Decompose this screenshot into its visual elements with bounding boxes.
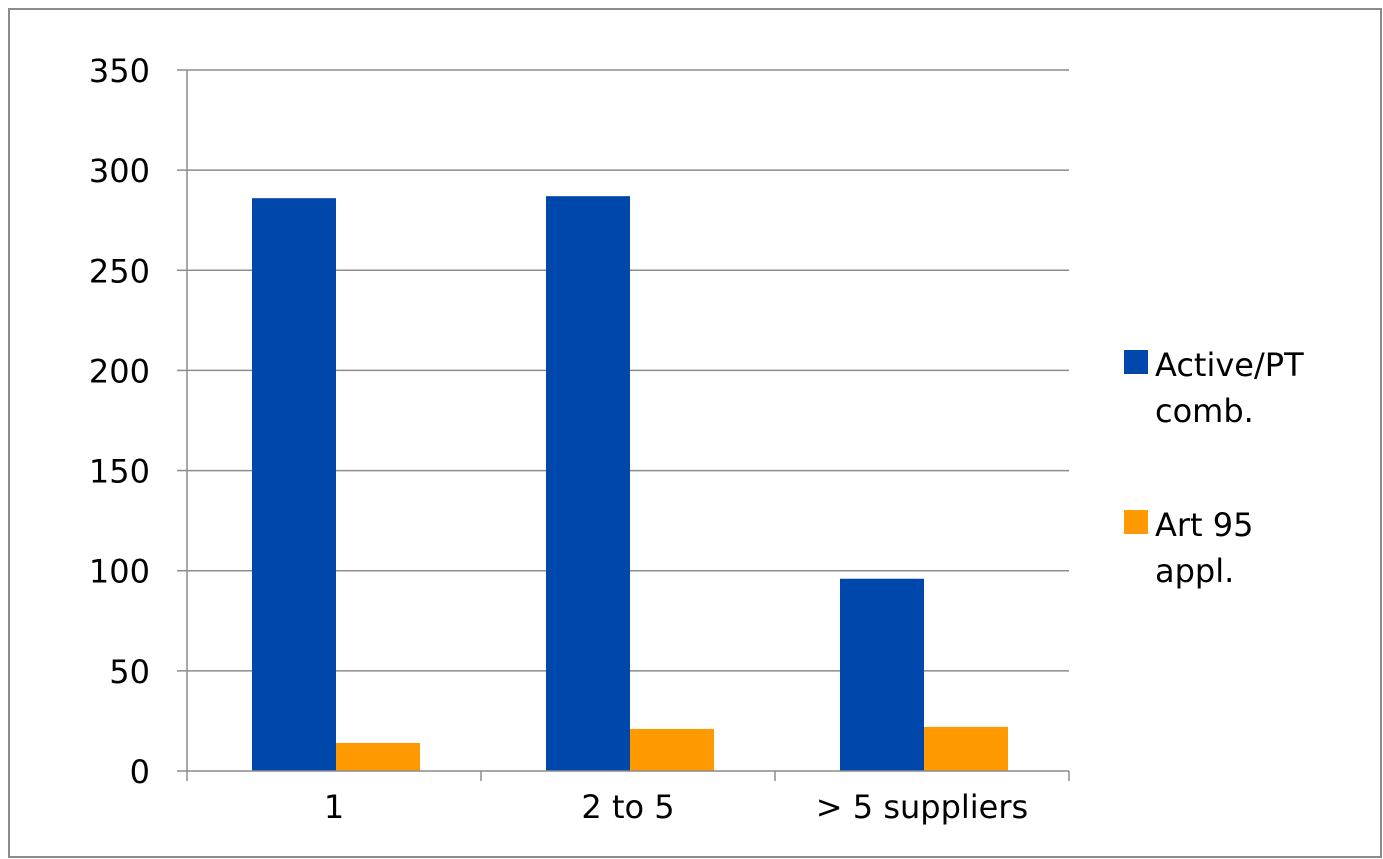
y-tick-label: 300 xyxy=(89,152,150,190)
legend: Active/PT comb. Art 95 appl. xyxy=(1124,346,1304,590)
y-tick-label: 50 xyxy=(109,653,150,691)
legend-swatch xyxy=(1124,350,1148,374)
bar xyxy=(840,578,924,771)
bar xyxy=(252,198,336,771)
bar xyxy=(336,742,420,771)
bars xyxy=(252,196,1008,771)
legend-label: Active/PT xyxy=(1155,346,1304,384)
y-axis-ticks: 0 50 100 150 200 250 300 350 xyxy=(89,52,187,791)
legend-label: appl. xyxy=(1155,552,1234,590)
y-tick-label: 350 xyxy=(89,52,150,90)
bar xyxy=(546,196,630,771)
y-tick-label: 0 xyxy=(130,753,150,791)
y-tick-label: 200 xyxy=(89,352,150,390)
x-axis-ticks: 1 2 to 5 > 5 suppliers xyxy=(324,788,1028,826)
y-tick-label: 250 xyxy=(89,252,150,290)
legend-label: comb. xyxy=(1155,392,1254,430)
bar xyxy=(630,728,714,771)
x-tick-label: 2 to 5 xyxy=(581,788,674,826)
legend-label: Art 95 xyxy=(1155,506,1253,544)
y-tick-label: 150 xyxy=(89,453,150,491)
x-tick-label: 1 xyxy=(324,788,344,826)
x-axis xyxy=(186,70,1070,781)
y-tick-label: 100 xyxy=(89,553,150,591)
bar xyxy=(924,726,1008,771)
x-tick-label: > 5 suppliers xyxy=(816,788,1028,826)
chart-border xyxy=(8,8,1382,858)
legend-swatch xyxy=(1124,510,1148,534)
